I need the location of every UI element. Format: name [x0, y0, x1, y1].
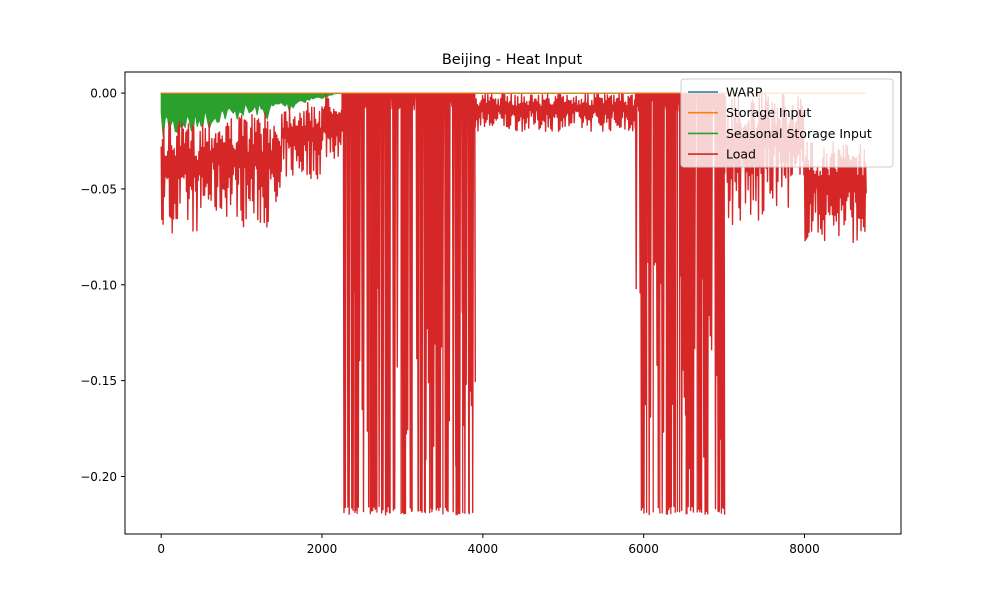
series-load: [160, 92, 867, 516]
x-tick-label: 2000: [307, 542, 338, 556]
x-tick-label: 8000: [789, 542, 820, 556]
y-tick-label: −0.15: [80, 374, 117, 388]
plot-area: [160, 92, 867, 516]
legend: WARP Storage Input Seasonal Storage Input L…: [680, 78, 894, 168]
x-tick-label: 0: [157, 542, 165, 556]
series-seasonal-storage-input: [160, 92, 866, 138]
y-axis: 0.00 −0.05 −0.10 −0.15 −0.20: [80, 87, 125, 484]
legend-box: [680, 78, 894, 168]
y-tick-label: −0.20: [80, 470, 117, 484]
chart-title: Beijing - Heat Input: [442, 52, 583, 68]
y-tick-label: −0.05: [80, 182, 117, 196]
x-axis: 0 2000 4000 6000 8000: [157, 534, 820, 556]
x-tick-label: 4000: [468, 542, 499, 556]
y-tick-label: 0.00: [90, 87, 117, 101]
legend-label: WARP: [726, 85, 763, 100]
y-tick-label: −0.10: [80, 278, 117, 292]
legend-label: Storage Input: [726, 105, 811, 120]
axes-frame: [124, 71, 902, 535]
legend-label: Load: [726, 147, 756, 162]
legend-label: Seasonal Storage Input: [726, 126, 872, 141]
x-tick-label: 6000: [628, 542, 659, 556]
